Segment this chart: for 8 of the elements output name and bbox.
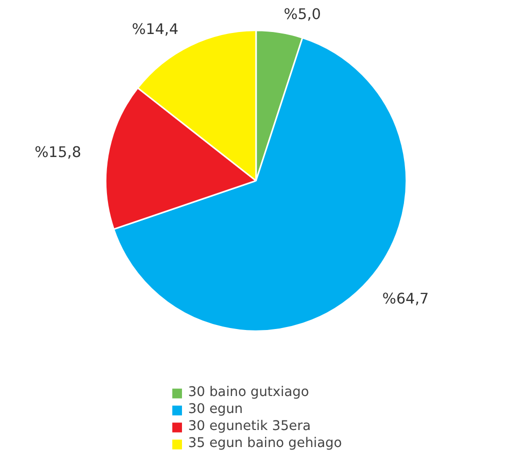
legend-label: 30 egun xyxy=(188,402,243,417)
data-label: %14,4 xyxy=(132,20,178,38)
legend-label: 30 egunetik 35era xyxy=(188,419,311,434)
data-label: %5,0 xyxy=(284,6,322,24)
legend-label: 35 egun baino gehiago xyxy=(188,436,342,451)
data-label: %15,8 xyxy=(34,144,82,162)
data-label: %64,7 xyxy=(382,290,429,308)
legend-label: 30 baino gutxiago xyxy=(188,385,309,400)
